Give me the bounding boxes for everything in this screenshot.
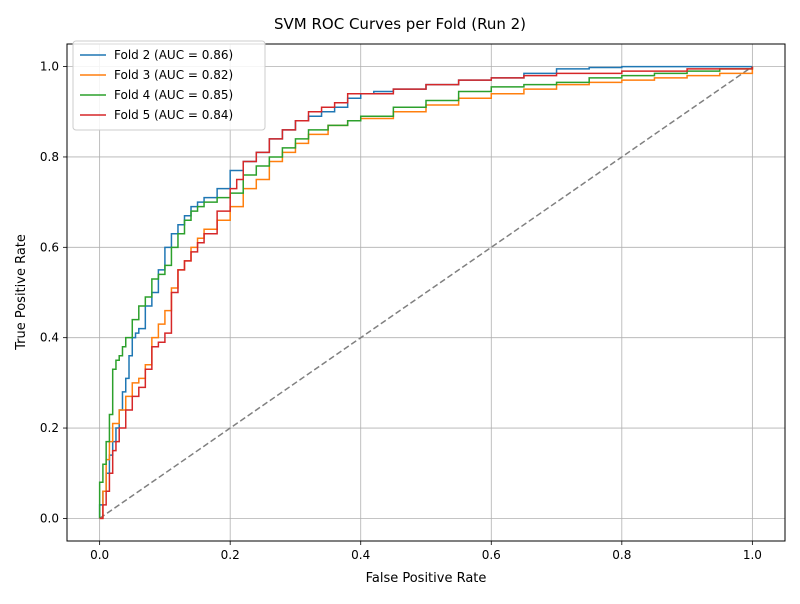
series-lines — [98, 65, 754, 520]
legend-box — [72, 40, 266, 131]
plot-frame — [66, 43, 786, 542]
x-tick-label: 0.2 — [221, 548, 240, 562]
x-axis-label: False Positive Rate — [366, 571, 487, 586]
legend: Fold 2 (AUC = 0.86) Fold 3 (AUC = 0.82) Fo… — [72, 40, 266, 131]
legend-label: Fold 3 (AUC = 0.82) — [114, 68, 233, 82]
legend-label: Fold 5 (AUC = 0.84) — [114, 108, 233, 122]
legend-items: Fold 2 (AUC = 0.86) Fold 3 (AUC = 0.82) Fo… — [80, 48, 233, 122]
y-axis-label: True Positive Rate — [14, 234, 29, 351]
legend-label: Fold 2 (AUC = 0.86) — [114, 48, 233, 62]
y-tick-label: 1.0 — [40, 60, 59, 74]
y-tick-label: 0.2 — [40, 421, 59, 435]
series-line-fold-3 — [99, 66, 754, 520]
series-line-fold-5 — [99, 66, 754, 520]
x-tick-label: 0.6 — [482, 548, 501, 562]
x-tick-label: 0.0 — [90, 548, 109, 562]
series-line-fold-4 — [98, 66, 754, 519]
chance-diagonal-line — [99, 65, 753, 520]
grid — [67, 44, 785, 541]
y-tick-label: 0.0 — [40, 511, 59, 525]
x-ticks: 0.0 0.2 0.4 0.6 0.8 1.0 — [90, 541, 762, 562]
y-tick-label: 0.8 — [40, 150, 59, 164]
legend-label: Fold 4 (AUC = 0.85) — [114, 88, 233, 102]
x-tick-label: 1.0 — [743, 548, 762, 562]
y-tick-label: 0.6 — [40, 240, 59, 254]
x-tick-label: 0.4 — [351, 548, 370, 562]
chance-diagonal — [99, 65, 753, 520]
x-tick-label: 0.8 — [612, 548, 631, 562]
chart-title: SVM ROC Curves per Fold (Run 2) — [274, 15, 526, 33]
y-tick-label: 0.4 — [40, 331, 59, 345]
y-ticks: 0.0 0.2 0.4 0.6 0.8 1.0 — [40, 60, 67, 525]
